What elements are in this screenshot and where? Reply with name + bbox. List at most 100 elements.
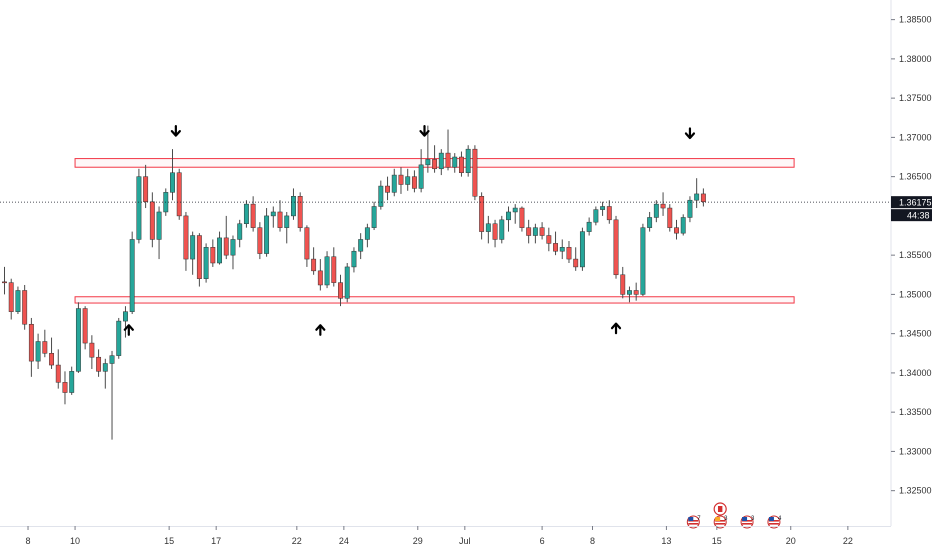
candle[interactable] [243, 200, 249, 228]
support-zone[interactable] [74, 296, 795, 304]
candle[interactable] [680, 214, 686, 236]
candle[interactable] [647, 211, 653, 232]
candle[interactable] [291, 188, 296, 220]
candle[interactable] [69, 366, 75, 395]
candle[interactable] [156, 206, 162, 260]
candle[interactable] [405, 168, 411, 191]
candle[interactable] [627, 286, 632, 303]
candle[interactable] [230, 235, 236, 270]
candle[interactable] [472, 145, 478, 201]
candle[interactable] [606, 200, 612, 224]
candle[interactable] [89, 335, 95, 369]
candle[interactable] [546, 227, 552, 252]
candle[interactable] [667, 204, 673, 232]
candle[interactable] [183, 211, 189, 271]
candle[interactable] [338, 274, 343, 307]
candle[interactable] [452, 153, 458, 173]
candle[interactable] [49, 337, 54, 369]
candle[interactable] [593, 206, 599, 226]
candle[interactable] [317, 259, 323, 291]
candle[interactable] [22, 284, 28, 330]
candle[interactable] [217, 231, 222, 265]
candle[interactable] [75, 302, 81, 373]
candle[interactable] [331, 247, 337, 287]
candle[interactable] [102, 358, 108, 389]
candle[interactable] [613, 215, 619, 279]
candle[interactable] [28, 317, 34, 377]
candle[interactable] [640, 223, 646, 296]
candle[interactable] [660, 192, 666, 216]
candle[interactable] [633, 282, 639, 301]
candle[interactable] [203, 243, 209, 283]
candle[interactable] [143, 164, 149, 209]
candle[interactable] [109, 350, 115, 440]
candle[interactable] [170, 149, 175, 201]
candle[interactable] [499, 215, 505, 244]
candle[interactable] [149, 192, 155, 248]
ca-event-badge[interactable] [713, 502, 727, 516]
candle[interactable] [344, 263, 350, 303]
mixed-event-badge[interactable]: 3 [713, 515, 728, 529]
candle[interactable] [311, 247, 317, 275]
us-event-badge[interactable]: 7 [686, 515, 701, 529]
candle[interactable] [445, 129, 451, 171]
candle[interactable] [190, 231, 196, 275]
candle[interactable] [398, 167, 404, 194]
candle[interactable] [687, 196, 693, 223]
candle[interactable] [391, 168, 397, 197]
candle[interactable] [136, 168, 142, 244]
us-event-badge[interactable]: 4 [767, 515, 782, 529]
candle[interactable] [55, 349, 61, 389]
candle[interactable] [385, 176, 390, 201]
candle[interactable] [579, 227, 585, 271]
candle[interactable] [364, 223, 370, 248]
candle[interactable] [264, 208, 270, 257]
candle[interactable] [512, 204, 518, 224]
candle[interactable] [371, 201, 377, 231]
candle[interactable] [96, 349, 102, 377]
candle[interactable] [465, 145, 471, 177]
candle[interactable] [519, 206, 525, 232]
candle[interactable] [506, 206, 511, 232]
candle[interactable] [284, 211, 290, 244]
candle[interactable] [432, 145, 438, 173]
candle[interactable] [479, 192, 485, 240]
candle[interactable] [250, 196, 256, 232]
candle[interactable] [586, 217, 592, 236]
candle[interactable] [304, 225, 310, 267]
candle[interactable] [600, 201, 606, 216]
candle[interactable] [129, 231, 135, 315]
candle[interactable] [653, 200, 659, 223]
candle[interactable] [15, 286, 21, 315]
candle[interactable] [116, 317, 122, 359]
candle[interactable] [378, 180, 384, 210]
candle[interactable] [559, 239, 565, 260]
price-axis[interactable]: 1.38500 1.38000 1.37500 1.37000 1.36500 1.355… [891, 15, 932, 496]
candle[interactable] [277, 200, 283, 232]
candle[interactable] [257, 222, 263, 260]
candle[interactable] [123, 306, 128, 338]
candle[interactable] [176, 168, 182, 220]
candle[interactable] [351, 247, 357, 273]
candle[interactable] [82, 306, 88, 350]
candle[interactable] [418, 149, 424, 193]
candle[interactable] [42, 329, 48, 358]
candle[interactable] [35, 333, 41, 369]
candle[interactable] [492, 219, 498, 248]
candle[interactable] [620, 266, 626, 299]
candle[interactable] [237, 219, 243, 248]
candle[interactable] [438, 149, 444, 176]
candle[interactable] [539, 222, 545, 240]
us-event-badge[interactable]: 3 [740, 515, 755, 529]
candle[interactable] [8, 278, 14, 320]
candle[interactable] [526, 219, 532, 244]
candle[interactable] [553, 231, 558, 256]
candle[interactable] [566, 241, 572, 263]
candle[interactable] [196, 233, 202, 287]
candle[interactable] [297, 192, 303, 232]
candle[interactable] [694, 178, 700, 209]
candle[interactable] [358, 233, 364, 260]
candle[interactable] [62, 371, 68, 405]
candle[interactable] [700, 188, 706, 207]
candle[interactable] [674, 219, 679, 240]
